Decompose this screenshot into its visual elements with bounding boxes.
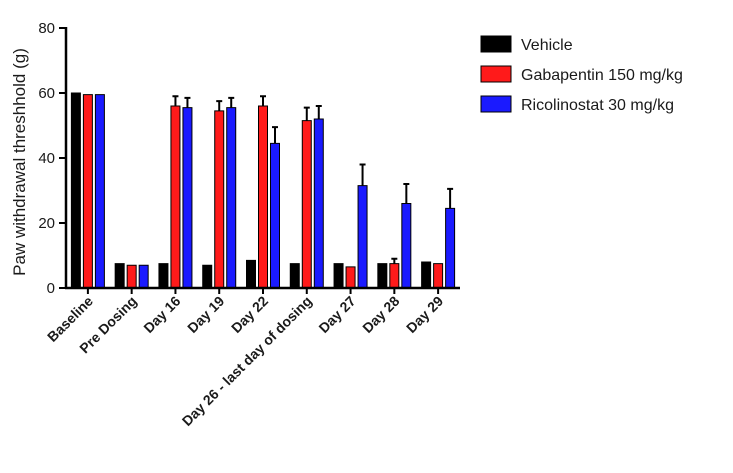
bar-gabapentin-150-mg-kg-2 xyxy=(170,105,181,289)
bar-vehicle-2 xyxy=(158,263,169,289)
y-tick-label: 60 xyxy=(38,85,55,102)
bar-gabapentin-150-mg-kg-1 xyxy=(126,264,137,289)
bar-vehicle-6 xyxy=(333,263,344,289)
bar-ricolinostat-30-mg-kg-4 xyxy=(270,142,280,289)
bar-gabapentin-150-mg-kg-7 xyxy=(389,263,400,289)
x-tick-label: Day 27 xyxy=(315,293,358,336)
y-tick-label: 80 xyxy=(38,20,55,37)
legend-label-0: Vehicle xyxy=(521,37,573,54)
bar-ricolinostat-30-mg-kg-2 xyxy=(182,107,193,289)
legend-swatch-2 xyxy=(480,95,512,113)
bar-ricolinostat-30-mg-kg-1 xyxy=(138,264,149,289)
x-tick-label: Day 19 xyxy=(184,293,227,336)
x-tick-label: Day 16 xyxy=(140,293,183,336)
bar-ricolinostat-30-mg-kg-3 xyxy=(226,107,237,289)
bars xyxy=(70,92,456,289)
y-axis: 0 20 40 60 80 Paw withdrawal threshhold (g) xyxy=(10,20,68,297)
bar-gabapentin-150-mg-kg-6 xyxy=(345,266,356,289)
bar-vehicle-7 xyxy=(377,263,388,289)
x-tick-label: Day 28 xyxy=(359,293,402,336)
bar-vehicle-0 xyxy=(70,92,81,289)
bar-vehicle-8 xyxy=(421,261,432,289)
legend-swatch-1 xyxy=(480,65,512,83)
y-tick-label: 40 xyxy=(38,150,55,167)
bar-gabapentin-150-mg-kg-5 xyxy=(301,120,312,289)
bar-vehicle-4 xyxy=(246,259,256,289)
bar-gabapentin-150-mg-kg-8 xyxy=(433,263,444,289)
y-tick-label: 20 xyxy=(38,215,55,232)
bar-vehicle-3 xyxy=(202,264,213,289)
bar-vehicle-5 xyxy=(289,263,300,289)
legend-label-2: Ricolinostat 30 mg/kg xyxy=(521,97,674,114)
legend: Vehicle Gabapentin 150 mg/kg Ricolinostat … xyxy=(480,35,683,114)
bar-vehicle-1 xyxy=(114,263,125,289)
legend-swatch-0 xyxy=(480,35,512,53)
bar-gabapentin-150-mg-kg-4 xyxy=(258,105,268,289)
bar-ricolinostat-30-mg-kg-8 xyxy=(445,207,456,289)
bar-ricolinostat-30-mg-kg-5 xyxy=(313,118,324,289)
x-tick-label: Day 29 xyxy=(403,293,446,336)
bar-gabapentin-150-mg-kg-0 xyxy=(82,94,93,289)
y-tick-label: 0 xyxy=(47,280,55,297)
y-axis-title: Paw withdrawal threshhold (g) xyxy=(10,48,29,276)
bar-ricolinostat-30-mg-kg-7 xyxy=(401,203,412,289)
bar-ricolinostat-30-mg-kg-6 xyxy=(357,185,368,289)
bar-ricolinostat-30-mg-kg-0 xyxy=(94,94,105,289)
legend-label-1: Gabapentin 150 mg/kg xyxy=(521,67,683,84)
x-tick-label: Day 22 xyxy=(228,293,271,336)
bar-gabapentin-150-mg-kg-3 xyxy=(214,110,225,289)
